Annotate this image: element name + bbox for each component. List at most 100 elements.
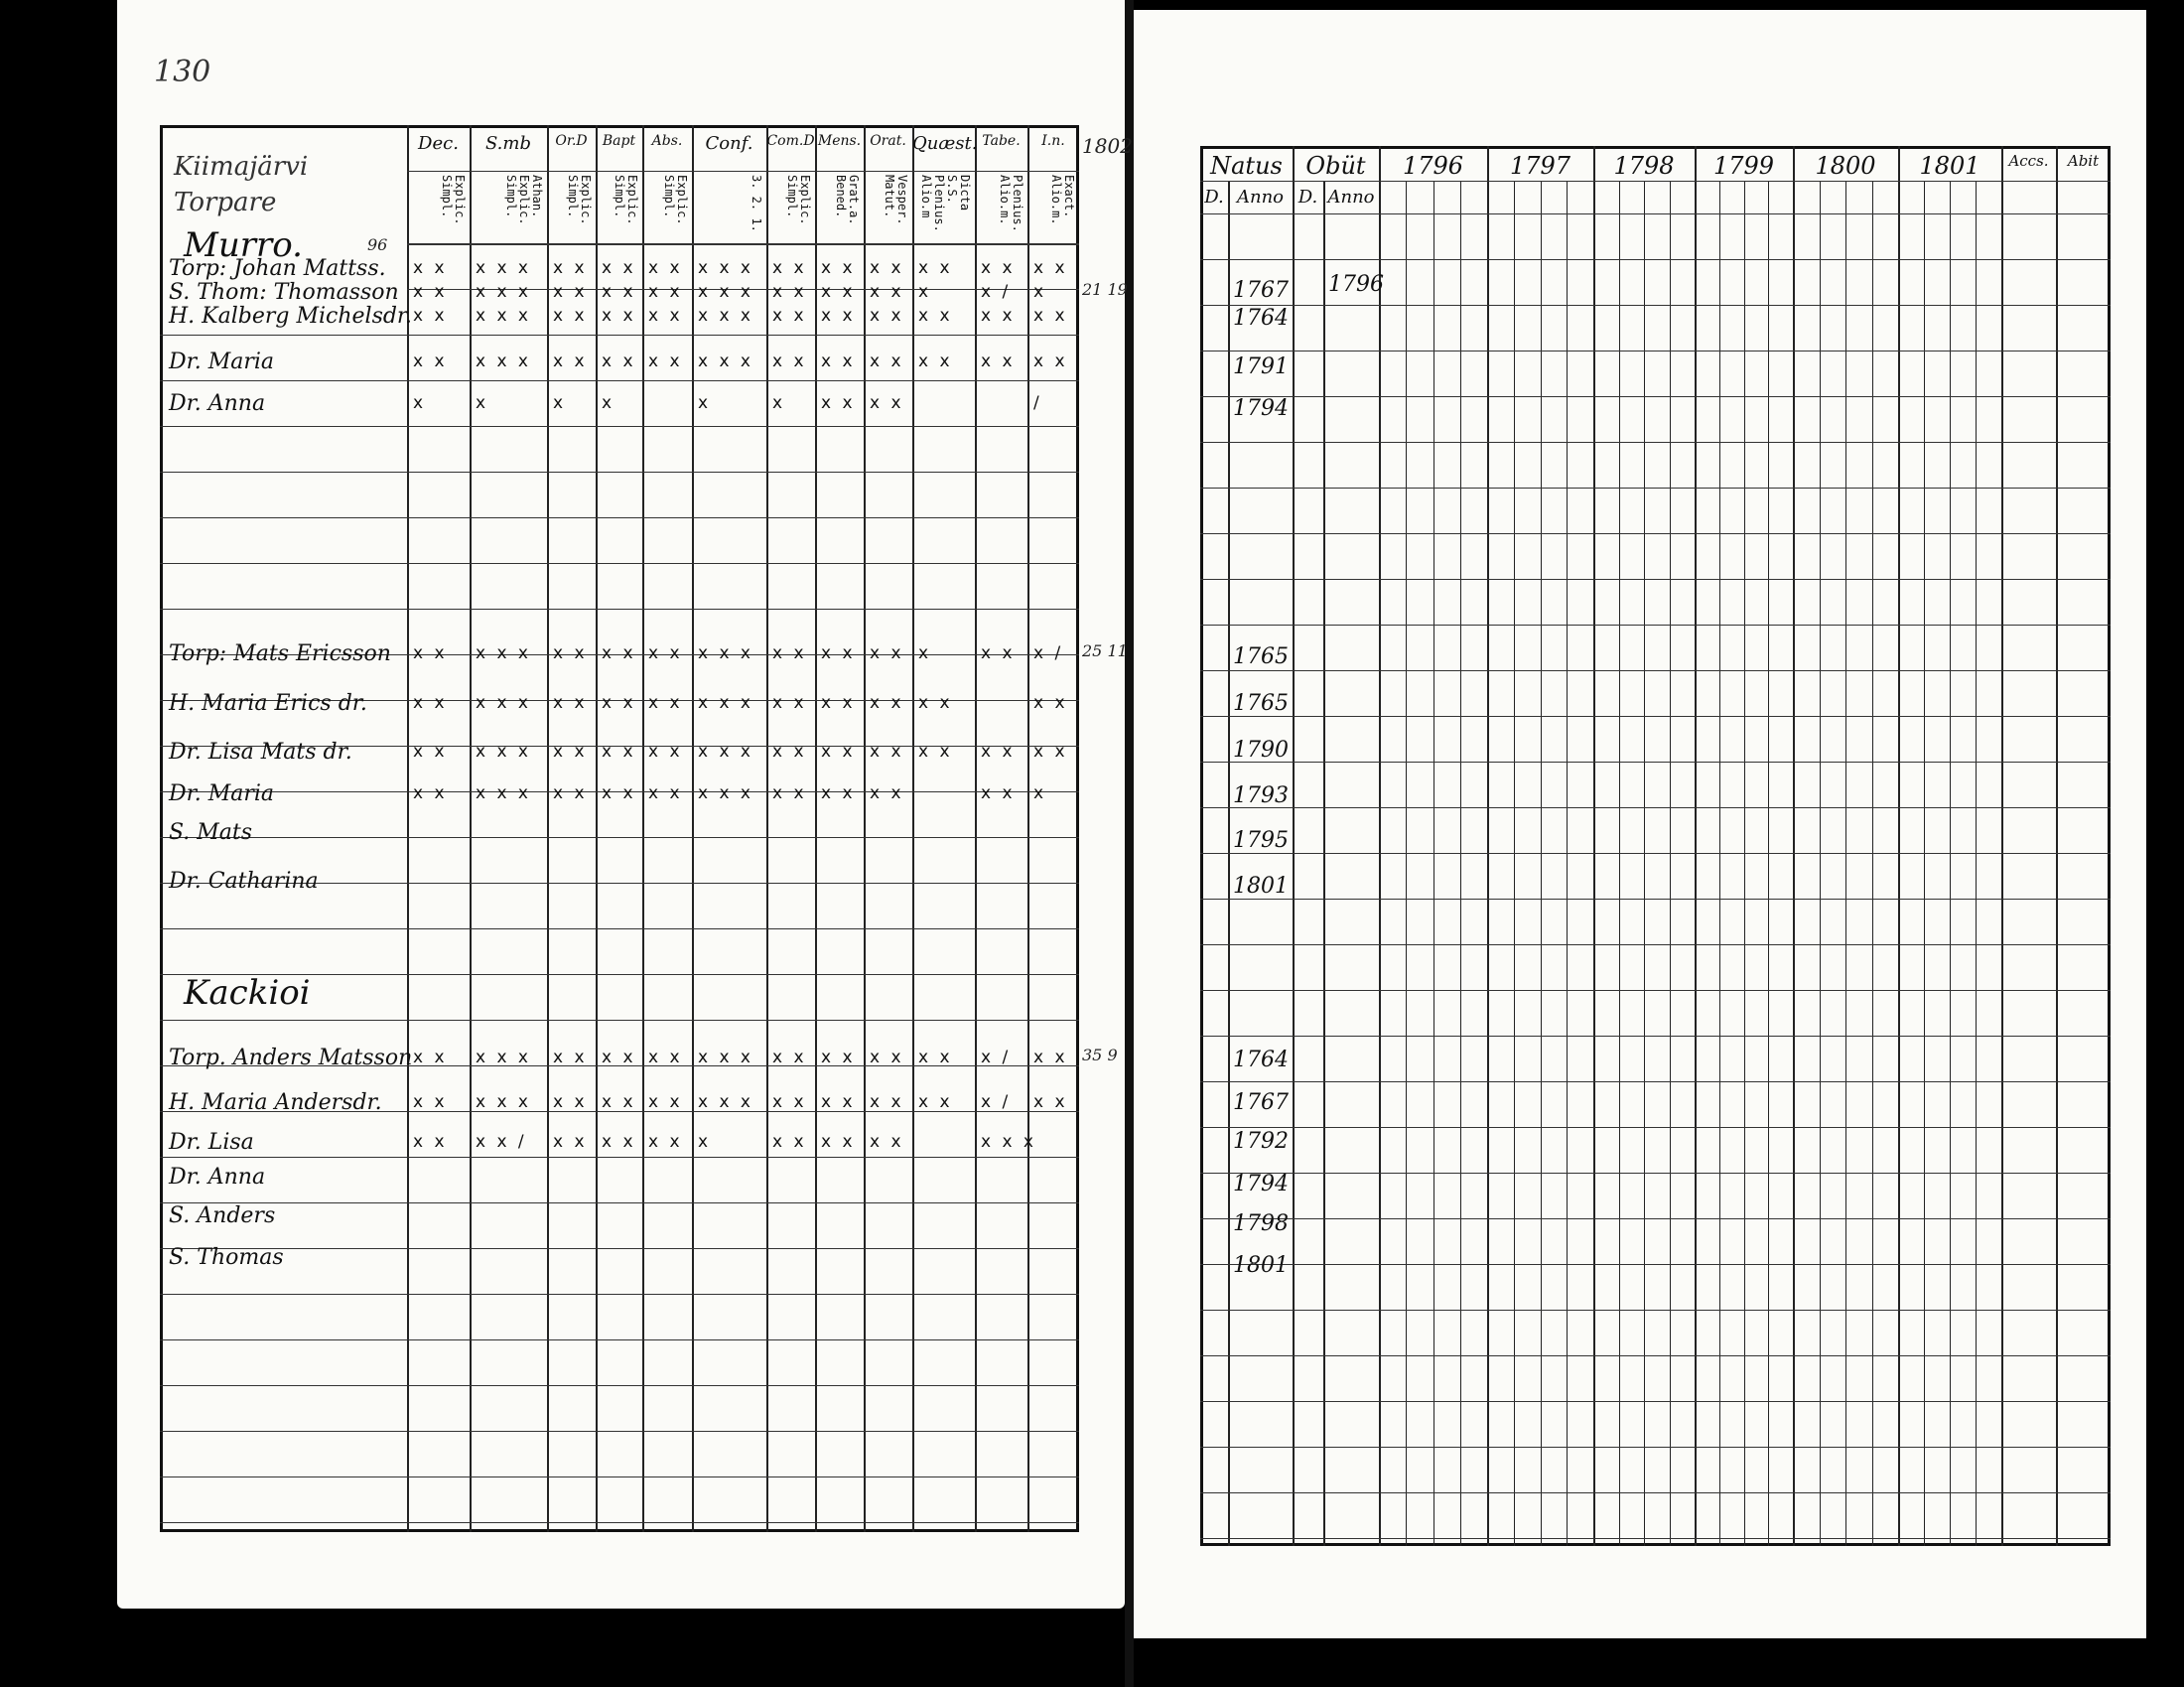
catechism-mark: x x [553, 1132, 588, 1152]
row-line [1200, 944, 2111, 945]
catechism-mark: x x [772, 783, 807, 803]
margin-note: 96 [367, 235, 388, 254]
quarter-divider [1669, 181, 1671, 1546]
catechism-mark: x x [918, 693, 953, 713]
catechism-mark: x x [413, 1092, 448, 1112]
catechism-mark: x x [772, 351, 807, 371]
catechism-mark: x x [821, 306, 856, 326]
column-subheader: Explic. Simpl. [662, 175, 688, 225]
column-header: Abs. [651, 133, 683, 149]
catechism-mark: x x [821, 1092, 856, 1112]
row-line [160, 1476, 1079, 1477]
row-line [160, 380, 1079, 381]
row-line [160, 1157, 1079, 1158]
catechism-mark: x / [981, 1092, 1012, 1112]
birth-year: 1791 [1233, 354, 1289, 379]
row-line [160, 700, 1079, 701]
quarter-divider [1768, 181, 1770, 1546]
row-line [160, 837, 1079, 838]
catechism-mark: x x [553, 1048, 588, 1067]
column-divider [1695, 146, 1697, 1546]
catechism-mark: x x [870, 1132, 904, 1152]
column-divider [470, 125, 472, 1532]
quarter-divider [1567, 181, 1569, 1546]
catechism-mark: x x [648, 1092, 683, 1112]
quarter-divider [1618, 181, 1620, 1546]
catechism-mark: x x [981, 351, 1016, 371]
row-line [1200, 1173, 2111, 1174]
catechism-mark: x x [981, 258, 1016, 278]
catechism-mark: x x [553, 258, 588, 278]
catechism-mark: x x [553, 1092, 588, 1112]
catechism-mark: x x [772, 1092, 807, 1112]
catechism-mark: x x [981, 742, 1016, 762]
row-line [1200, 579, 2111, 580]
catechism-mark: x x [553, 783, 588, 803]
birth-year: 1765 [1233, 644, 1289, 669]
row-line [160, 426, 1079, 427]
column-header: 1796 [1402, 152, 1464, 180]
row-line [160, 928, 1079, 929]
quarter-divider [1540, 181, 1542, 1546]
column-header: 1801 [1919, 152, 1980, 180]
column-subheader: Anno [1236, 187, 1285, 208]
row-line [1200, 899, 2111, 900]
catechism-mark: x [698, 393, 712, 413]
column-header: Orat. [870, 133, 906, 149]
catechism-mark: x x [413, 693, 448, 713]
book-gutter [1125, 0, 1134, 1687]
catechism-mark: x x x [698, 643, 753, 663]
catechism-mark: x x [981, 643, 1016, 663]
catechism-mark: x x [553, 306, 588, 326]
catechism-mark: x x [602, 742, 636, 762]
entry-name: Torp: Johan Mattss. [169, 256, 386, 281]
column-divider [975, 125, 977, 1532]
row-line [160, 654, 1079, 655]
catechism-mark: x x [413, 306, 448, 326]
catechism-mark: x x [648, 351, 683, 371]
row-line [160, 1111, 1079, 1112]
catechism-mark: x x [772, 693, 807, 713]
quarter-divider [1871, 181, 1873, 1546]
catechism-mark: x x [648, 693, 683, 713]
column-divider [1379, 146, 1381, 1546]
row-line [160, 335, 1079, 336]
catechism-mark: x x [648, 1048, 683, 1067]
row-line [1200, 1036, 2111, 1037]
catechism-mark: x / [981, 282, 1012, 302]
column-header: Quæst. [912, 133, 978, 154]
quarter-divider [1459, 181, 1461, 1546]
catechism-mark: x x [602, 282, 636, 302]
column-header: 1798 [1613, 152, 1675, 180]
birth-year: 1795 [1233, 828, 1289, 853]
margin-note: 21 19 [1082, 280, 1128, 299]
catechism-mark: x x [602, 1048, 636, 1067]
birth-year: 1764 [1233, 1048, 1289, 1072]
row-line [160, 1385, 1079, 1386]
column-header: Tabe. [982, 133, 1021, 149]
catechism-mark: x x x [476, 643, 531, 663]
catechism-mark: x x [981, 783, 1016, 803]
death-year: 1796 [1328, 272, 1384, 297]
entry-name: Murro. [184, 225, 303, 265]
catechism-mark: x x [870, 783, 904, 803]
catechism-mark: x x [648, 742, 683, 762]
column-subheader: D. [1204, 187, 1224, 208]
catechism-mark: x / [981, 1048, 1012, 1067]
row-line [160, 883, 1079, 884]
column-divider [642, 125, 644, 1532]
entry-name: H. Kalberg Michelsdr. [169, 304, 413, 329]
catechism-mark: x x [918, 258, 953, 278]
row-line [1200, 670, 2111, 671]
catechism-mark: x x [413, 351, 448, 371]
entry-name: Dr. Anna [169, 1165, 266, 1190]
catechism-mark: x x x [476, 783, 531, 803]
catechism-mark: x x [602, 306, 636, 326]
birth-year: 1767 [1233, 1090, 1289, 1115]
catechism-mark: x x [413, 643, 448, 663]
row-line [1200, 1538, 2111, 1539]
birth-year: 1793 [1233, 783, 1289, 808]
catechism-mark: x x [602, 1092, 636, 1112]
column-header: Abit [2067, 152, 2100, 170]
catechism-mark: x x [918, 1092, 953, 1112]
